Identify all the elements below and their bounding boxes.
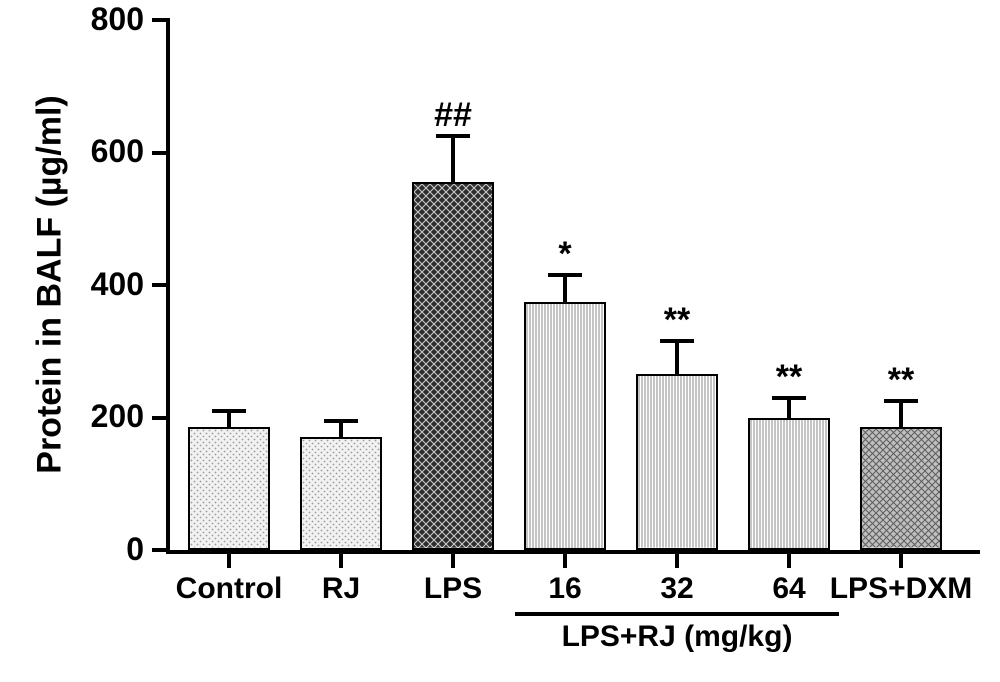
y-axis-line	[166, 18, 170, 552]
bar-fill	[526, 304, 604, 548]
y-tick	[152, 416, 166, 420]
y-tick-label: 0	[64, 531, 144, 568]
significance-label: **	[627, 301, 727, 340]
bar-fill	[302, 439, 380, 548]
x-tick	[563, 554, 567, 568]
errorbar	[675, 341, 679, 374]
bar-fill	[190, 429, 268, 548]
x-tick-label: LPS+DXM	[821, 572, 981, 606]
errorbar-cap	[212, 409, 246, 413]
errorbar	[339, 421, 343, 438]
errorbar-cap	[324, 419, 358, 423]
plot-area: 0200400600800ControlRJ##LPS*16**32**64**…	[170, 20, 980, 550]
bar-fill	[862, 429, 940, 548]
significance-label: *	[515, 235, 615, 274]
x-tick	[227, 554, 231, 568]
y-tick-label: 400	[64, 266, 144, 303]
y-tick	[152, 548, 166, 552]
errorbar	[451, 136, 455, 182]
significance-label: **	[739, 358, 839, 397]
bar-16	[524, 302, 606, 550]
y-tick	[152, 283, 166, 287]
y-tick-label: 800	[64, 1, 144, 38]
y-tick-label: 600	[64, 133, 144, 170]
bar-64	[748, 418, 830, 551]
bar-32	[636, 374, 718, 550]
x-tick	[787, 554, 791, 568]
bar-fill	[638, 376, 716, 548]
x-tick	[899, 554, 903, 568]
y-tick	[152, 151, 166, 155]
significance-label: ##	[403, 96, 503, 135]
protein-balf-bar-chart: Protein in BALF (µg/ml) 0200400600800Con…	[0, 0, 1000, 682]
significance-label: **	[851, 361, 951, 400]
group-bracket-line	[515, 612, 839, 616]
x-tick	[451, 554, 455, 568]
y-tick	[152, 18, 166, 22]
bar-control	[188, 427, 270, 550]
errorbar	[787, 398, 791, 418]
errorbar	[563, 275, 567, 302]
group-label: LPS+RJ (mg/kg)	[515, 620, 839, 654]
x-tick	[675, 554, 679, 568]
bar-rj	[300, 437, 382, 550]
bar-fill	[414, 184, 492, 548]
x-tick	[339, 554, 343, 568]
y-tick-label: 200	[64, 398, 144, 435]
errorbar	[899, 401, 903, 428]
errorbar	[227, 411, 231, 428]
bar-lps-dxm	[860, 427, 942, 550]
bar-fill	[750, 420, 828, 549]
bar-lps	[412, 182, 494, 550]
